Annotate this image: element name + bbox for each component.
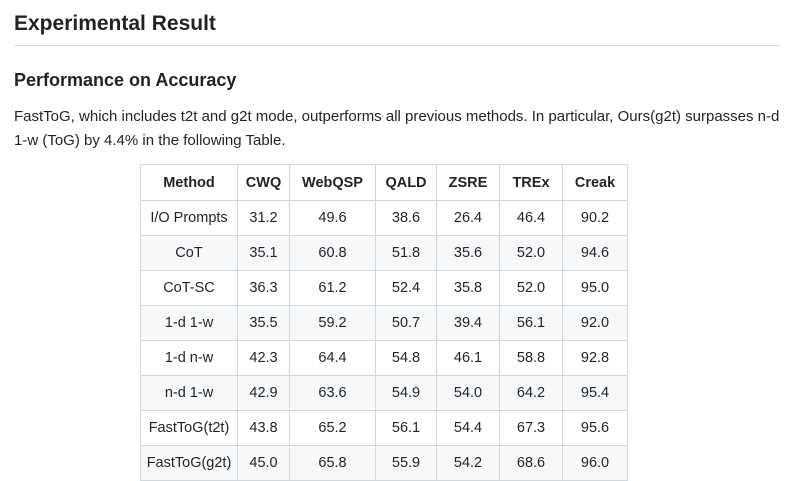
table-row: CoT 35.1 60.8 51.8 35.6 52.0 94.6 [140,235,628,271]
creak-cell: 92.8 [562,340,628,376]
cwq-cell: 43.8 [237,410,290,446]
qald-cell: 54.8 [375,340,437,376]
zsre-cell: 54.4 [436,410,500,446]
method-cell: 1-d n-w [140,340,238,376]
table-row: n-d 1-w 42.9 63.6 54.9 54.0 64.2 95.4 [140,375,628,411]
intro-paragraph: FastToG, which includes t2t and g2t mode… [14,108,780,149]
method-cell: n-d 1-w [140,375,238,411]
creak-cell: 92.0 [562,305,628,341]
table-row: 1-d n-w 42.3 64.4 54.8 46.1 58.8 92.8 [140,340,628,376]
qald-cell: 52.4 [375,270,437,306]
cwq-cell: 45.0 [237,445,290,481]
trex-cell: 64.2 [499,375,563,411]
zsre-cell: 26.4 [436,200,500,236]
table-row: FastToG(t2t) 43.8 65.2 56.1 54.4 67.3 95… [140,410,628,446]
qald-cell: 38.6 [375,200,437,236]
trex-cell: 68.6 [499,445,563,481]
creak-cell: 96.0 [562,445,628,481]
method-cell: CoT-SC [140,270,238,306]
trex-cell: 46.4 [499,200,563,236]
qald-cell: 50.7 [375,305,437,341]
method-cell: I/O Prompts [140,200,238,236]
webqsp-cell: 49.6 [289,200,376,236]
qald-cell: 56.1 [375,410,437,446]
zsre-cell: 35.8 [436,270,500,306]
qald-cell: 51.8 [375,235,437,271]
webqsp-cell: 60.8 [289,235,376,271]
trex-cell: 58.8 [499,340,563,376]
zsre-cell: 46.1 [436,340,500,376]
table-row: I/O Prompts 31.2 49.6 38.6 26.4 46.4 90.… [140,200,628,236]
header-zsre: ZSRE [436,164,500,201]
header-cwq: CWQ [237,164,290,201]
zsre-cell: 39.4 [436,305,500,341]
webqsp-cell: 64.4 [289,340,376,376]
header-qald: QALD [375,164,437,201]
trex-cell: 52.0 [499,270,563,306]
method-cell: CoT [140,235,238,271]
zsre-cell: 35.6 [436,235,500,271]
trex-cell: 67.3 [499,410,563,446]
zsre-cell: 54.0 [436,375,500,411]
webqsp-cell: 65.8 [289,445,376,481]
section-title: Experimental Result [14,12,216,35]
webqsp-cell: 65.2 [289,410,376,446]
method-cell: 1-d 1-w [140,305,238,341]
cwq-cell: 35.1 [237,235,290,271]
method-cell: FastToG(t2t) [140,410,238,446]
qald-cell: 55.9 [375,445,437,481]
heading-divider [14,45,780,46]
table-row: 1-d 1-w 35.5 59.2 50.7 39.4 56.1 92.0 [140,305,628,341]
table-row: CoT-SC 36.3 61.2 52.4 35.8 52.0 95.0 [140,270,628,306]
header-trex: TREx [499,164,563,201]
trex-cell: 52.0 [499,235,563,271]
header-webqsp: WebQSP [289,164,376,201]
table-header-row: Method CWQ WebQSP QALD ZSRE TREx Creak [140,164,628,201]
creak-cell: 95.4 [562,375,628,411]
creak-cell: 95.0 [562,270,628,306]
creak-cell: 95.6 [562,410,628,446]
trex-cell: 56.1 [499,305,563,341]
webqsp-cell: 59.2 [289,305,376,341]
cwq-cell: 42.9 [237,375,290,411]
webqsp-cell: 61.2 [289,270,376,306]
header-method: Method [140,164,238,201]
webqsp-cell: 63.6 [289,375,376,411]
cwq-cell: 42.3 [237,340,290,376]
header-creak: Creak [562,164,628,201]
qald-cell: 54.9 [375,375,437,411]
cwq-cell: 35.5 [237,305,290,341]
results-table: Method CWQ WebQSP QALD ZSRE TREx Creak I… [140,164,628,481]
subsection-title: Performance on Accuracy [14,70,237,90]
cwq-cell: 31.2 [237,200,290,236]
zsre-cell: 54.2 [436,445,500,481]
method-cell: FastToG(g2t) [140,445,238,481]
creak-cell: 94.6 [562,235,628,271]
creak-cell: 90.2 [562,200,628,236]
table-row: FastToG(g2t) 45.0 65.8 55.9 54.2 68.6 96… [140,445,628,481]
cwq-cell: 36.3 [237,270,290,306]
